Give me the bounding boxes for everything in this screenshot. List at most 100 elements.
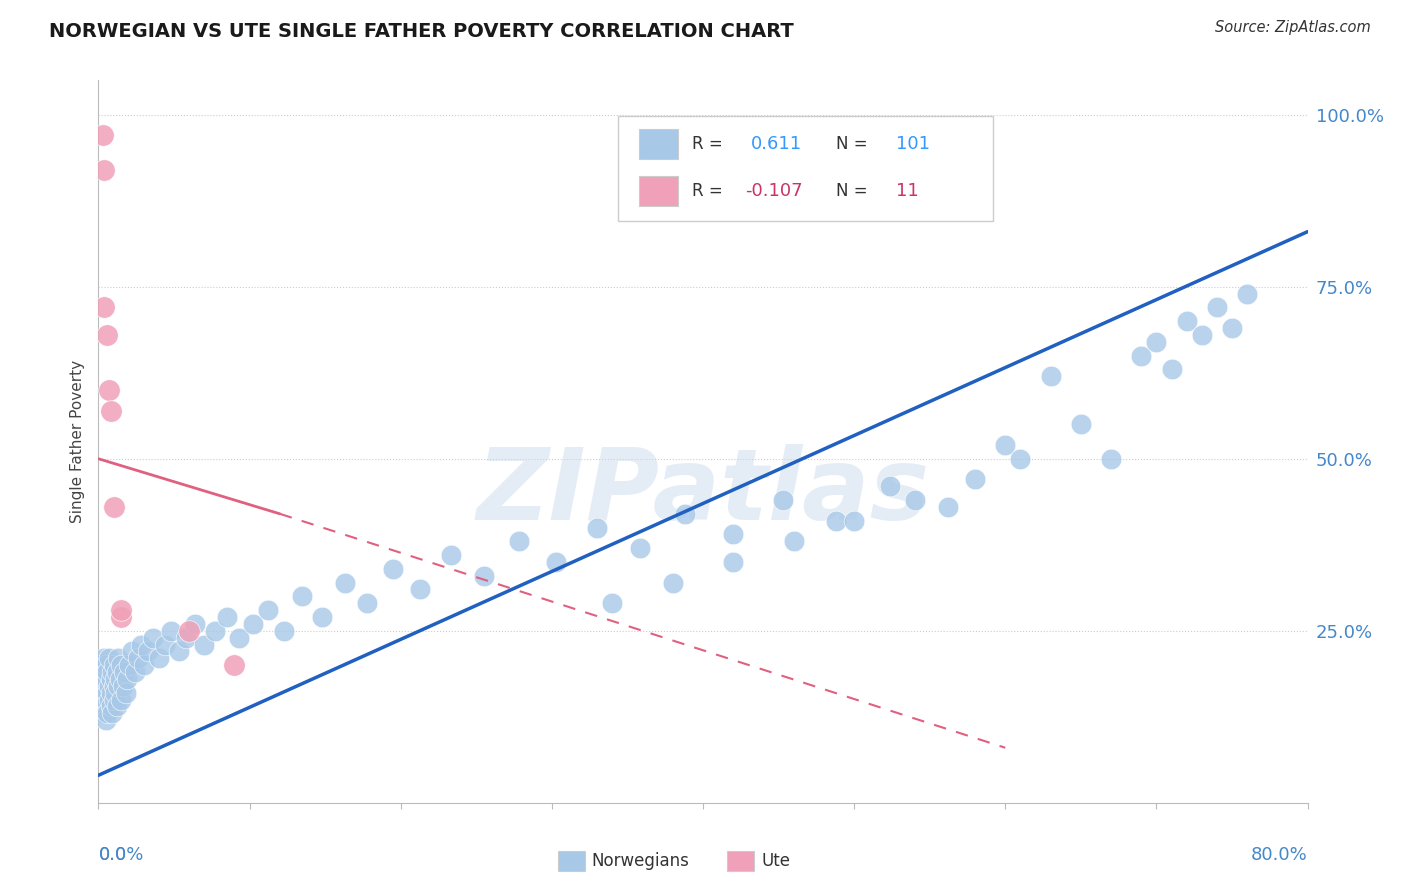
Point [224, 658, 246, 673]
Point [98, 692, 121, 706]
Point [311, 610, 333, 624]
Text: Ute: Ute [761, 853, 790, 871]
Point [114, 686, 136, 700]
Point [409, 582, 432, 597]
Text: 11: 11 [897, 182, 920, 200]
Point [153, 638, 176, 652]
Text: N =: N = [837, 135, 873, 153]
Bar [727, 851, 754, 871]
Point [204, 624, 226, 638]
Point [142, 631, 165, 645]
Point [844, 514, 866, 528]
Point [96, 686, 118, 700]
Point [1191, 327, 1213, 342]
Bar [638, 128, 678, 159]
Point [879, 479, 901, 493]
Point [93, 679, 115, 693]
Point [382, 562, 405, 576]
Point [1010, 451, 1032, 466]
Point [91, 128, 114, 143]
Point [100, 699, 122, 714]
Point [91, 686, 114, 700]
Y-axis label: Single Father Poverty: Single Father Poverty [70, 360, 86, 523]
Point [228, 631, 250, 645]
Point [93, 162, 115, 177]
Point [936, 500, 959, 514]
Point [508, 534, 530, 549]
Text: Source: ZipAtlas.com: Source: ZipAtlas.com [1215, 20, 1371, 35]
Point [904, 493, 927, 508]
Bar [638, 176, 678, 206]
Point [100, 672, 122, 686]
Text: 80.0%: 80.0% [1251, 847, 1308, 864]
Point [94, 692, 117, 706]
Point [167, 644, 190, 658]
Point [825, 514, 848, 528]
Point [994, 438, 1017, 452]
Text: R =: R = [692, 182, 728, 200]
Point [103, 658, 125, 673]
Text: N =: N = [837, 182, 873, 200]
Point [90, 692, 112, 706]
Point [105, 699, 128, 714]
Point [242, 616, 264, 631]
Text: Norwegians: Norwegians [592, 853, 689, 871]
Bar [558, 851, 585, 871]
Point [121, 644, 143, 658]
Point [723, 555, 745, 569]
Point [546, 555, 568, 569]
Point [90, 658, 112, 673]
Point [628, 541, 651, 556]
Text: 0.0%: 0.0% [98, 847, 143, 864]
Point [115, 672, 138, 686]
Point [1175, 314, 1198, 328]
Point [273, 624, 295, 638]
Point [291, 590, 314, 604]
Point [118, 658, 141, 673]
Point [256, 603, 278, 617]
Point [107, 651, 129, 665]
Point [356, 596, 378, 610]
Point [101, 665, 124, 679]
Point [1144, 334, 1167, 349]
Text: 0.0: 0.0 [98, 847, 127, 864]
Point [127, 651, 149, 665]
Point [1099, 451, 1122, 466]
Point [1236, 286, 1258, 301]
Point [94, 672, 117, 686]
Point [94, 713, 117, 727]
Point [103, 679, 125, 693]
Point [1160, 362, 1182, 376]
Point [1206, 301, 1229, 315]
Point [93, 651, 115, 665]
Point [136, 644, 159, 658]
Point [439, 548, 461, 562]
Point [772, 493, 794, 508]
Point [96, 706, 118, 721]
Point [104, 672, 127, 686]
Point [661, 575, 683, 590]
Point [215, 610, 238, 624]
Point [129, 638, 152, 652]
Point [98, 679, 121, 693]
Text: R =: R = [692, 135, 728, 153]
Point [93, 301, 115, 315]
FancyBboxPatch shape [619, 117, 993, 221]
Point [1220, 321, 1243, 335]
Point [124, 665, 146, 679]
Point [586, 520, 609, 534]
Point [602, 596, 624, 610]
Point [112, 665, 135, 679]
Point [104, 686, 127, 700]
Point [98, 383, 121, 397]
Text: NORWEGIAN VS UTE SINGLE FATHER POVERTY CORRELATION CHART: NORWEGIAN VS UTE SINGLE FATHER POVERTY C… [49, 22, 794, 41]
Point [723, 527, 745, 541]
Point [96, 665, 118, 679]
Point [333, 575, 356, 590]
Point [1130, 349, 1153, 363]
Point [783, 534, 806, 549]
Point [103, 500, 125, 514]
Point [100, 403, 122, 417]
Point [110, 603, 132, 617]
Point [673, 507, 696, 521]
